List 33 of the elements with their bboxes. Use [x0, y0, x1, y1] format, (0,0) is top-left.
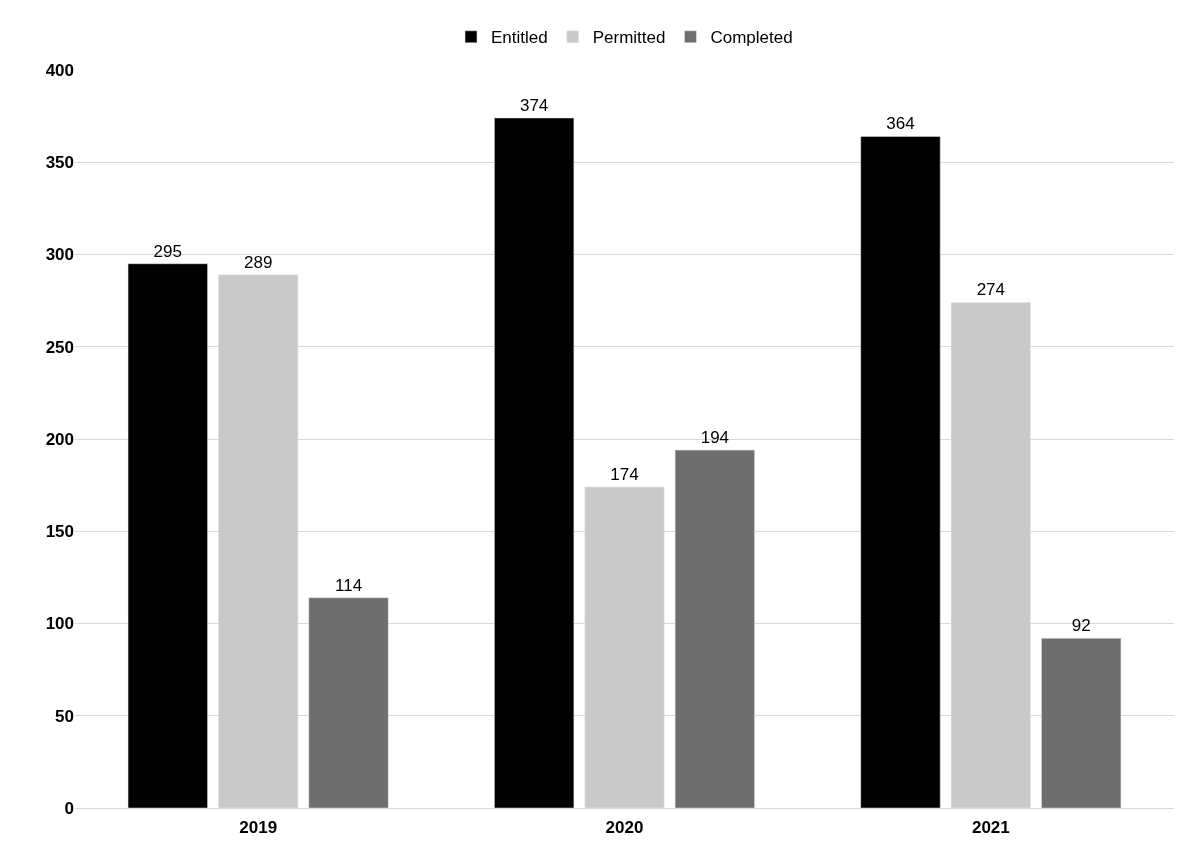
x-tick-label: 2020 [605, 818, 644, 838]
y-tick-label: 300 [45, 245, 74, 265]
data-label: 174 [610, 464, 639, 484]
legend-label: Entitled [491, 28, 548, 48]
x-tick-label: 2019 [239, 818, 278, 838]
bar [218, 274, 299, 808]
bar [860, 136, 941, 808]
bar [584, 486, 665, 808]
data-label: 289 [243, 252, 273, 272]
y-tick-label: 50 [55, 706, 74, 726]
data-label: 295 [153, 241, 182, 261]
y-tick-label: 0 [64, 798, 74, 818]
data-label: 194 [700, 428, 730, 448]
bar [950, 302, 1031, 808]
y-tick-label: 100 [45, 614, 74, 634]
x-tick-label: 2021 [971, 818, 1010, 838]
bar [1041, 638, 1122, 808]
bar [494, 117, 575, 808]
data-label: 274 [976, 280, 1006, 300]
legend-label: Completed [710, 28, 793, 48]
y-tick-label: 350 [45, 153, 74, 173]
y-tick-label: 250 [45, 337, 74, 357]
data-label: 114 [334, 575, 363, 595]
data-label: 374 [519, 95, 549, 115]
data-label: 92 [1071, 616, 1091, 636]
bar [674, 449, 755, 808]
data-label: 364 [886, 114, 915, 134]
y-tick-label: 400 [45, 60, 74, 80]
bar [127, 263, 208, 808]
y-tick-label: 200 [45, 429, 74, 449]
legend-label: Permitted [592, 28, 666, 48]
bar [308, 597, 389, 808]
y-tick-label: 150 [45, 522, 74, 542]
